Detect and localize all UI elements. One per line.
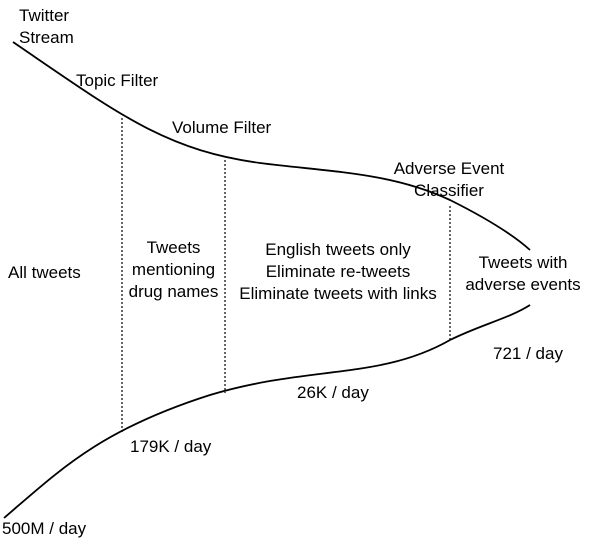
volume-line-2: Eliminate re-tweets xyxy=(265,262,411,281)
drug-line-1: Tweets xyxy=(146,238,201,257)
volume-section: English tweets only Eliminate re-tweets … xyxy=(228,239,448,305)
twitter-stream-line-2: Stream xyxy=(19,28,74,47)
volume-line-3: Eliminate tweets with links xyxy=(239,284,437,303)
volume-stream: 500M / day xyxy=(2,519,87,538)
twitter-stream-label: Twitter Stream xyxy=(19,5,74,49)
volume-after-volume-filter: 26K / day xyxy=(297,383,369,402)
adverse-line-1: Tweets with xyxy=(478,253,568,272)
twitter-stream-line-1: Twitter xyxy=(19,6,70,25)
classifier-line-2: Classifier xyxy=(414,181,484,200)
drug-line-2: mentioning xyxy=(131,260,216,279)
adverse-line-2: adverse events xyxy=(465,275,581,294)
volume-filter-label: Volume Filter xyxy=(172,118,272,137)
drug-line-3: drug names xyxy=(128,282,219,301)
volume-line-1: English tweets only xyxy=(265,240,411,259)
classifier-label: Adverse Event Classifier xyxy=(389,158,509,202)
funnel-top-curve xyxy=(12,41,531,251)
volume-after-topic-filter: 179K / day xyxy=(130,437,212,456)
adverse-events-section: Tweets with adverse events xyxy=(455,252,591,296)
drug-names-section: Tweets mentioning drug names xyxy=(124,237,223,303)
classifier-line-1: Adverse Event xyxy=(393,159,505,178)
volume-after-classifier: 721 / day xyxy=(493,344,563,363)
all-tweets-label: All tweets xyxy=(8,263,81,282)
funnel-bottom-curve xyxy=(3,304,531,519)
topic-filter-label: Topic Filter xyxy=(76,71,159,90)
